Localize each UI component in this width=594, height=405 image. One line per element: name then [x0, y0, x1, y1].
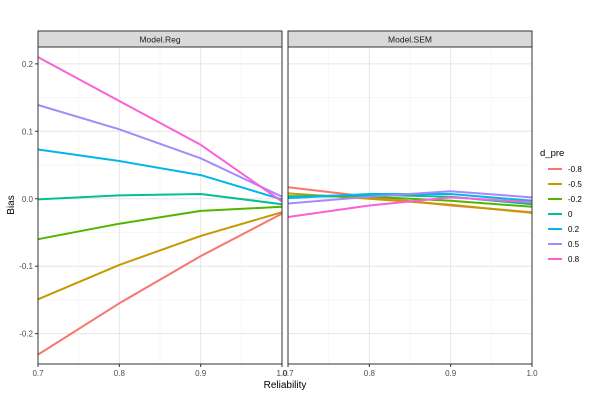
x-tick-label: 0.8: [114, 369, 126, 378]
series-line-d-pre-0.8: [287, 196, 533, 218]
facet-strip-label-model-reg: Model.Reg: [139, 35, 180, 45]
series-line-d-pre-0.2: [37, 148, 283, 201]
y-tick-label: 0.1: [22, 127, 34, 136]
y-tick-label: 0.0: [22, 195, 34, 204]
series-line-d-pre-0.5: [37, 104, 283, 198]
series-line-d-pre-0.8: [37, 56, 283, 203]
facet-panel-model-sem: Model.SEM 0.7 0.8 0.9 1.0: [282, 30, 538, 378]
facet-strip-label-model-sem: Model.SEM: [388, 35, 432, 45]
panel-border: [37, 46, 283, 365]
grid-lines: [287, 47, 533, 364]
y-tick-label: 0.2: [22, 60, 34, 69]
legend-label-d-pre-0.2: 0.2: [568, 225, 580, 234]
legend-label-d-pre--0.2: -0.2: [568, 195, 582, 204]
series-line-d-pre-0.5: [287, 190, 533, 205]
legend-label-d-pre-0: 0: [568, 210, 573, 219]
x-tick-label: 0.9: [195, 369, 207, 378]
y-tick-label: -0.2: [19, 330, 33, 339]
x-axis-title: Reliability: [264, 380, 307, 391]
legend-label-d-pre--0.5: -0.5: [568, 180, 582, 189]
x-tick-label: 0.8: [364, 369, 376, 378]
series-line-d-pre--0.8: [37, 212, 283, 356]
x-axis-ticks: 0.7 0.8 0.9 1.0: [32, 364, 288, 378]
y-axis-title: Bias: [6, 195, 17, 214]
legend-label-d-pre-0.8: 0.8: [568, 255, 580, 264]
y-tick-label: -0.1: [19, 262, 33, 271]
panel-border: [287, 46, 533, 365]
series-lines: [37, 56, 283, 356]
x-axis-ticks: 0.7 0.8 0.9 1.0: [282, 364, 538, 378]
x-tick-label: 0.7: [32, 369, 44, 378]
legend-label-d-pre--0.8: -0.8: [568, 165, 582, 174]
legend-label-d-pre-0.5: 0.5: [568, 240, 580, 249]
legend-items: -0.8 -0.5 -0.2 0 0.2 0.5 0.8: [548, 165, 582, 264]
x-tick-label: 1.0: [276, 369, 288, 378]
x-tick-label: 1.0: [526, 369, 538, 378]
x-tick-label: 0.7: [282, 369, 294, 378]
y-axis: -0.2 -0.1 0.0 0.1 0.2: [19, 60, 38, 339]
series-line-d-pre--0.5: [37, 211, 283, 301]
legend: d_pre -0.8 -0.5 -0.2 0 0.2 0.5 0.8: [540, 148, 582, 264]
legend-title: d_pre: [540, 148, 564, 159]
series-lines: [287, 186, 533, 218]
facet-panel-model-reg: Model.Reg 0.7 0.8 0.9 1.0: [32, 30, 288, 378]
series-line-d-pre--0.2: [37, 205, 283, 241]
x-tick-label: 0.9: [445, 369, 457, 378]
series-line-d-pre-0: [37, 193, 283, 206]
